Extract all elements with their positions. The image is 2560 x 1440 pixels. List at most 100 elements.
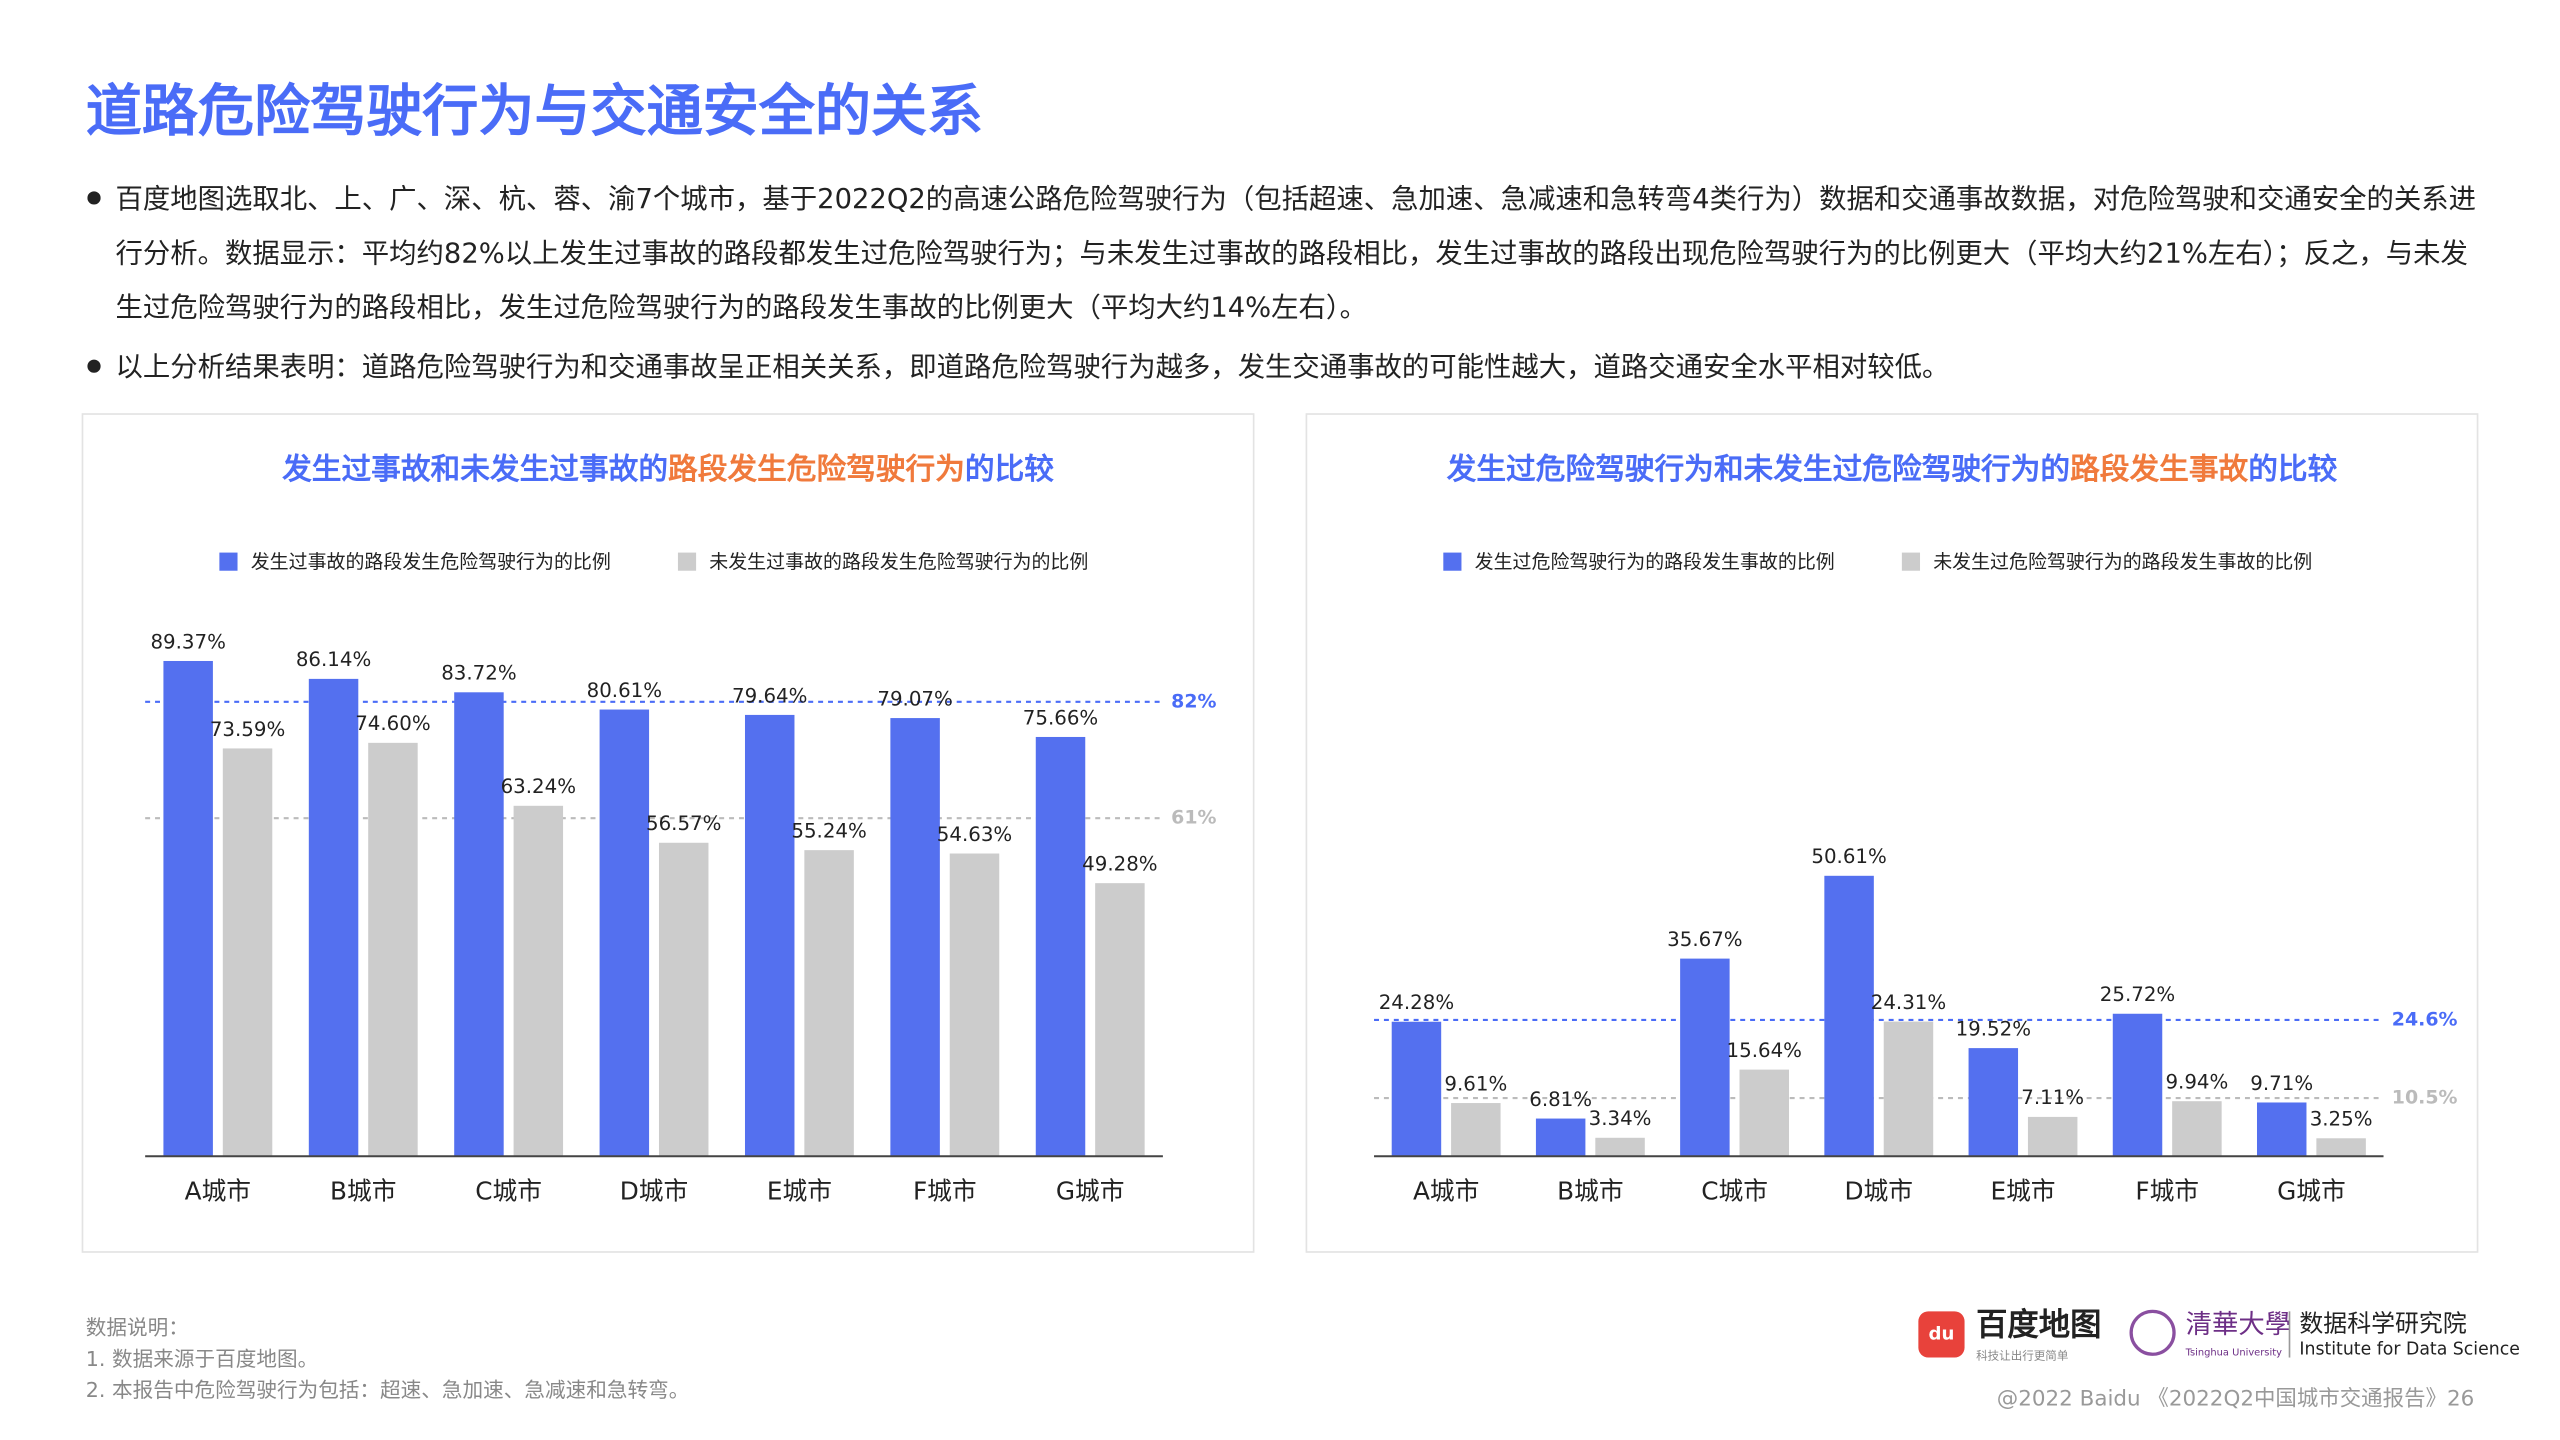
note: 2. 本报告中危险驾驶行为包括：超速、急加速、急减速和急转弯。 (85, 1377, 690, 1403)
page-title: 道路危险驾驶行为与交通安全的关系 (85, 79, 984, 146)
x-tick-label: G城市 (1056, 1177, 1125, 1206)
value-label: 80.61% (587, 679, 662, 702)
chart-title-part: 发生过事故和未发生过事故的 (282, 452, 668, 487)
footer: @2022 Baidu 《2022Q2中国城市交通报告》26 (1996, 1387, 2475, 1412)
chart-title: 发生过危险驾驶行为和未发生过危险驾驶行为的路段发生事故的比较 (1447, 452, 2338, 487)
value-label: 24.28% (1379, 991, 1454, 1014)
value-label: 79.07% (877, 687, 952, 710)
chart-frame (81, 413, 1255, 1253)
value-label: 6.81% (1529, 1088, 1592, 1111)
bar (163, 660, 213, 1157)
x-tick-label: B城市 (330, 1177, 396, 1206)
reference-label: 82% (1171, 690, 1216, 712)
value-label: 35.67% (1667, 928, 1742, 951)
x-tick-label: C城市 (475, 1177, 542, 1206)
reference-label: 10.5% (2392, 1087, 2458, 1109)
chart-title-part: 的比较 (965, 452, 1054, 487)
bar (2256, 1102, 2307, 1157)
legend-label: 未发生过危险驾驶行为的路段发生事故的比例 (1933, 551, 2312, 573)
chart-title-part: 的比较 (2248, 452, 2337, 487)
x-tick-label: D城市 (620, 1177, 689, 1206)
logo-text: Institute for Data Science (2299, 1339, 2519, 1359)
chart-title-part: 发生过危险驾驶行为和未发生过危险驾驶行为的 (1447, 452, 2070, 487)
bar (2027, 1116, 2078, 1157)
chart-frame (1305, 413, 2479, 1253)
bar (804, 850, 854, 1157)
bar (744, 714, 795, 1157)
value-label: 9.61% (1444, 1072, 1507, 1095)
logo-text: 百度地图 (1976, 1307, 2101, 1343)
value-label: 56.57% (646, 812, 721, 835)
legend-label: 未发生过事故的路段发生危险驾驶行为的比例 (709, 551, 1088, 573)
bar (368, 742, 418, 1157)
x-tick-label: C城市 (1701, 1177, 1768, 1206)
logo-text: 清華大學 (2186, 1310, 2292, 1340)
bar (1391, 1021, 1442, 1157)
bar (222, 748, 273, 1157)
legend-swatch (219, 552, 238, 571)
bar (1883, 1021, 1934, 1157)
x-tick-label: A城市 (185, 1177, 251, 1206)
bar (1680, 958, 1730, 1157)
x-tick-label: E城市 (1990, 1177, 2055, 1206)
value-label: 3.34% (1589, 1107, 1652, 1130)
note: 1. 数据来源于百度地图。 (85, 1345, 319, 1371)
value-label: 89.37% (150, 630, 225, 653)
chart-title-part: 路段发生危险驾驶行为 (668, 452, 965, 487)
bar (1035, 736, 1086, 1157)
value-label: 55.24% (791, 819, 866, 842)
logo-glyph: du (1929, 1323, 1955, 1344)
reference-label: 24.6% (2392, 1008, 2458, 1030)
x-tick-label: D城市 (1845, 1177, 1914, 1206)
bar (1535, 1118, 1586, 1157)
value-label: 24.31% (1871, 991, 1946, 1014)
value-label: 25.72% (2100, 983, 2175, 1006)
value-label: 54.63% (937, 823, 1012, 846)
value-label: 63.24% (501, 775, 576, 798)
legend-swatch (1901, 552, 1921, 571)
note: 数据说明： (85, 1314, 189, 1340)
bar (2316, 1138, 2366, 1157)
tsinghua-emblem (2129, 1309, 2176, 1356)
value-label: 3.25% (2310, 1108, 2373, 1131)
legend-swatch (1443, 552, 1462, 571)
bar (658, 842, 709, 1157)
bar (1451, 1103, 1501, 1157)
bar (2112, 1013, 2163, 1157)
value-label: 79.64% (732, 684, 807, 707)
logo-slogan: 科技让出行更简单 (1976, 1348, 2068, 1362)
value-label: 73.59% (210, 718, 285, 741)
bar (2172, 1101, 2222, 1157)
bar (890, 718, 940, 1157)
bar (1095, 883, 1145, 1157)
legend-label: 发生过事故的路段发生危险驾驶行为的比例 (251, 551, 611, 573)
bar (1968, 1048, 2019, 1157)
value-label: 50.61% (1811, 845, 1886, 868)
x-tick-label: A城市 (1413, 1177, 1479, 1206)
bar (513, 805, 564, 1157)
value-label: 75.66% (1023, 706, 1098, 729)
bullet-text: 以上分析结果表明：道路危险驾驶行为和交通事故呈正相关关系，即道路危险驾驶行为越多… (87, 340, 2490, 394)
bar (599, 709, 650, 1157)
x-tick-label: B城市 (1557, 1177, 1623, 1206)
logo-text: 数据科学研究院 (2299, 1310, 2466, 1338)
value-label: 15.64% (1727, 1039, 1802, 1062)
bar (1595, 1137, 1645, 1157)
bar (308, 678, 359, 1157)
value-label: 19.52% (1956, 1017, 2031, 1040)
legend-swatch (677, 552, 697, 571)
value-label: 86.14% (296, 648, 371, 671)
x-tick-label: G城市 (2277, 1177, 2346, 1206)
x-tick-label: F城市 (2135, 1177, 2199, 1206)
bar (949, 853, 1000, 1157)
legend-label: 发生过危险驾驶行为的路段发生事故的比例 (1475, 551, 1835, 573)
chart-title: 发生过事故和未发生过事故的路段发生危险驾驶行为的比较 (282, 452, 1054, 487)
logo-text: Tsinghua University (2185, 1348, 2282, 1359)
chart-title-part: 路段发生事故 (2070, 452, 2248, 487)
x-tick-label: F城市 (913, 1177, 977, 1206)
bar (1739, 1069, 1790, 1157)
value-label: 9.71% (2250, 1072, 2313, 1095)
